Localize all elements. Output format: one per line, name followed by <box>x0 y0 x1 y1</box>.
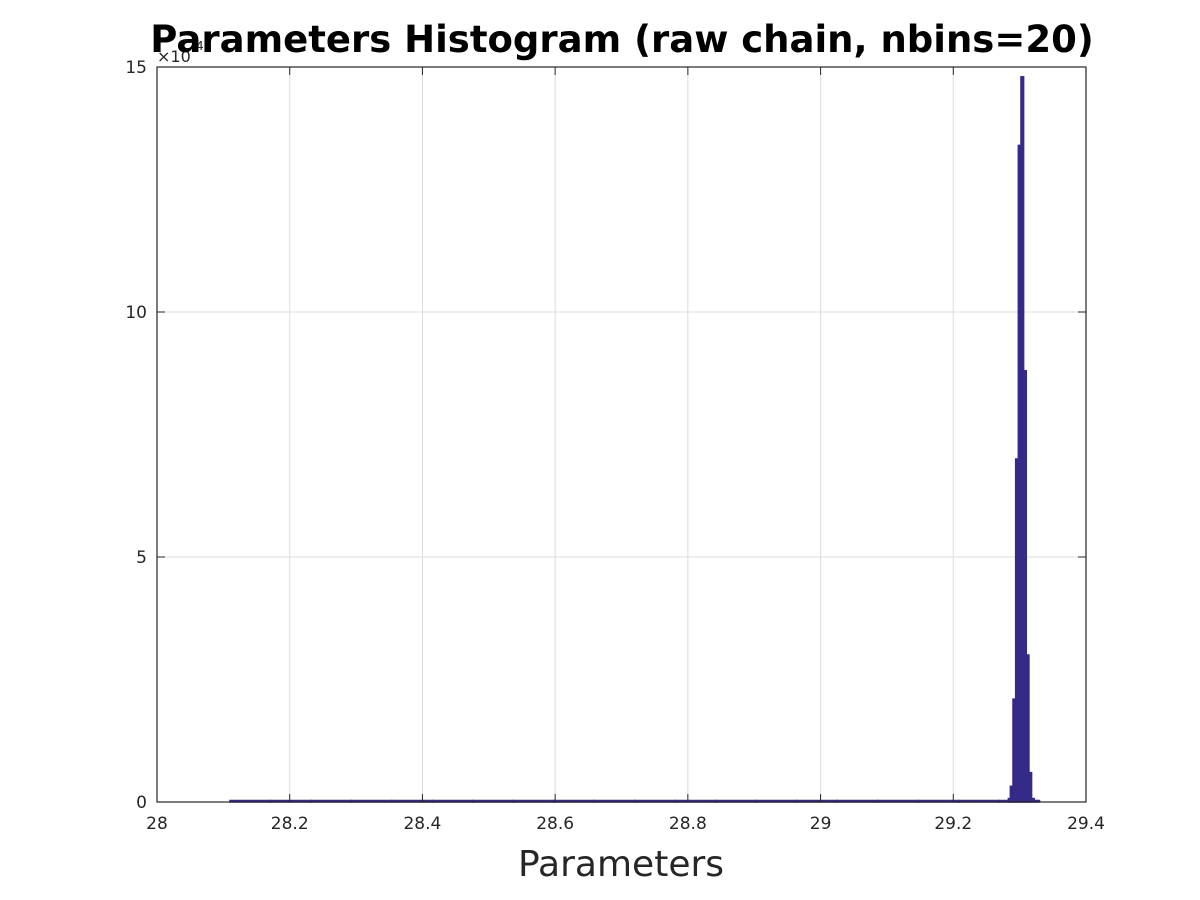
y-tick-label: 15 <box>125 58 147 78</box>
chart-title: Parameters Histogram (raw chain, nbins=2… <box>150 18 1093 61</box>
plot-background <box>157 67 1086 802</box>
x-axis-label: Parameters <box>518 844 724 885</box>
y-tick-label: 10 <box>125 303 147 323</box>
x-tick-label: 29.2 <box>934 814 972 834</box>
y-tick-label: 5 <box>136 548 147 568</box>
x-tick-label: 28 <box>146 814 168 834</box>
x-tick-label: 28.8 <box>669 814 707 834</box>
x-tick-label: 29.4 <box>1067 814 1105 834</box>
x-tick-label: 29 <box>810 814 832 834</box>
y-exponent-power: 4 <box>196 39 204 53</box>
y-tick-labels: 0 5 10 15 <box>125 58 147 813</box>
x-tick-label: 28.6 <box>536 814 574 834</box>
x-tick-label: 28.4 <box>403 814 441 834</box>
y-exponent-base: ×10 <box>157 47 191 66</box>
x-tick-label: 28.2 <box>271 814 309 834</box>
x-tick-labels: 28 28.2 28.4 28.6 28.8 29 29.2 29.4 <box>146 814 1105 834</box>
histogram-bar <box>1028 771 1033 803</box>
grid-lines <box>157 67 1086 802</box>
plot-frame <box>156 66 1087 803</box>
y-tick-label: 0 <box>136 793 147 813</box>
axis-ticks <box>156 66 1087 803</box>
